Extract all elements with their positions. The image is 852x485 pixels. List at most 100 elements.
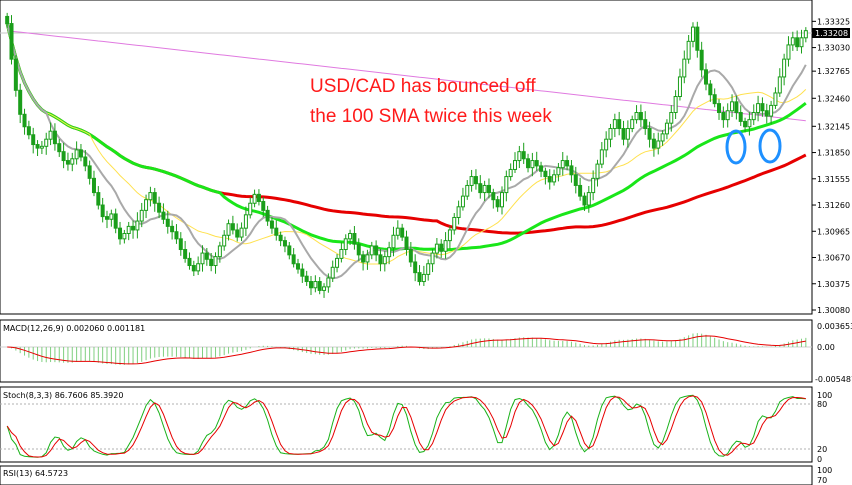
candle (417, 265, 422, 286)
candle (204, 247, 209, 266)
candle (300, 263, 305, 283)
candle-body (465, 184, 470, 197)
candle (387, 241, 392, 265)
candle-body (482, 184, 487, 194)
candle (738, 105, 743, 126)
candle (643, 111, 648, 135)
candle (673, 90, 678, 120)
candle-body (712, 94, 717, 105)
candle (278, 231, 283, 247)
candle (44, 132, 49, 155)
candle (239, 222, 244, 242)
candle-body (473, 176, 478, 185)
candle (651, 133, 656, 157)
candle (621, 120, 626, 146)
candle (777, 68, 782, 97)
candle-body (256, 193, 261, 202)
candle-body (235, 229, 240, 238)
candle-body (187, 257, 192, 267)
candle (265, 205, 270, 226)
candle-body (803, 30, 808, 39)
candle (499, 186, 504, 215)
candle-body (18, 89, 23, 115)
rsi-tick-100: 100 (817, 466, 832, 475)
candle-body (769, 104, 774, 117)
candle-body (100, 204, 105, 218)
candle (513, 152, 518, 174)
candle-body (486, 184, 491, 194)
candle (608, 123, 613, 148)
rsi-tick-70: 70 (817, 476, 827, 485)
price-tick-label: 1.31260 (817, 201, 850, 210)
candle-body (391, 234, 396, 249)
candle (52, 123, 57, 151)
candle-body (708, 83, 713, 96)
candle-body (686, 40, 691, 60)
candle (504, 170, 509, 202)
candle (187, 252, 192, 270)
candle (352, 226, 357, 250)
candle (196, 256, 201, 276)
candle-body (695, 26, 700, 51)
price-tick-label: 1.30080 (817, 306, 850, 315)
candle (48, 122, 53, 146)
candle (313, 275, 318, 293)
candle (322, 283, 327, 298)
candle-body (44, 138, 49, 147)
candle (790, 31, 795, 51)
candle (348, 229, 353, 245)
candle-body (70, 158, 75, 165)
candle-body (39, 145, 44, 149)
candle (31, 127, 36, 154)
candle (565, 155, 570, 171)
candle-body (643, 119, 648, 130)
candle-body (734, 101, 739, 114)
candle-body (265, 209, 270, 222)
candle (291, 248, 296, 268)
candle (743, 117, 748, 133)
candle (469, 169, 474, 192)
candle-body (291, 254, 296, 265)
candle-body (339, 249, 344, 259)
candle (96, 186, 101, 210)
candle-body (743, 120, 748, 128)
candle-body (513, 160, 518, 170)
candle (235, 223, 240, 242)
candle-body (421, 273, 426, 283)
candle (61, 142, 66, 169)
candle (599, 142, 604, 169)
candle-body (278, 234, 283, 242)
candle (183, 240, 188, 263)
candle-body (200, 252, 205, 265)
candle-body (682, 58, 687, 78)
candle (78, 144, 83, 162)
candle (222, 230, 227, 251)
candle-body (764, 110, 769, 117)
candle (282, 236, 287, 253)
candle (109, 209, 114, 227)
candle (243, 206, 248, 237)
candle-body (352, 232, 357, 245)
candle-body (452, 216, 457, 231)
candle (126, 221, 131, 241)
candle (83, 150, 88, 172)
candle-body (578, 184, 583, 197)
candle (230, 215, 235, 235)
candle-body (22, 113, 27, 128)
candle (148, 186, 153, 207)
candle-body (413, 261, 418, 274)
candle-body (760, 103, 765, 112)
candle (122, 229, 127, 244)
stochastic-panel: Stoch(8,3,3) 86.7606 85.3920 (0, 386, 813, 463)
candle-body (608, 128, 613, 140)
candle (756, 95, 761, 122)
candle-body (656, 140, 661, 149)
candle-body (287, 245, 292, 256)
candle-body (508, 168, 513, 178)
candle-body (48, 130, 53, 140)
candle-body (91, 177, 96, 194)
candle-body (491, 192, 496, 201)
candle-body (174, 231, 179, 240)
stoch-plot (6, 394, 806, 458)
candle (547, 169, 552, 190)
